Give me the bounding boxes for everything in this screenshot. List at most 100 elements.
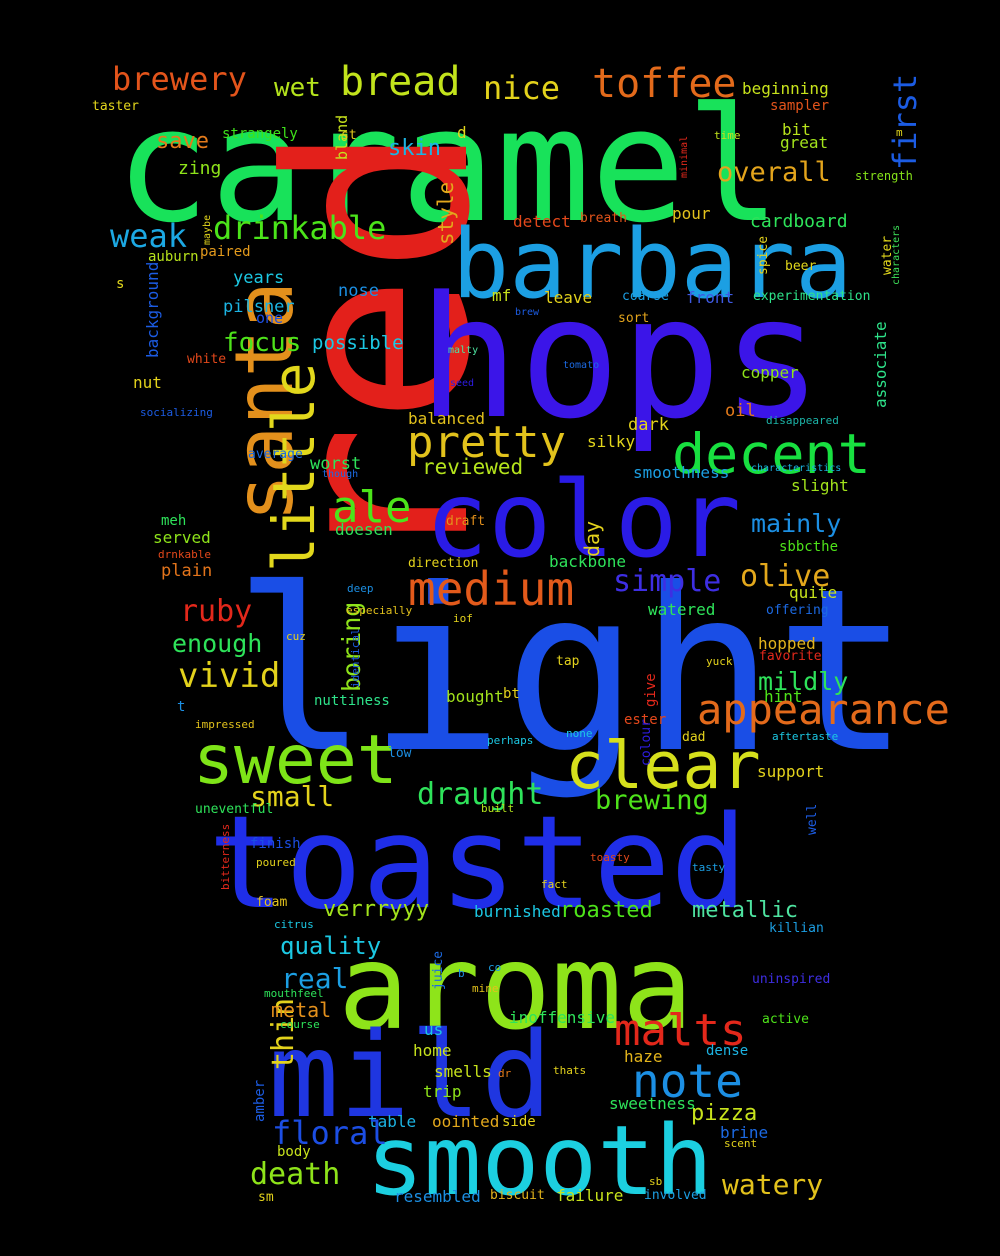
- word-hopped: hopped: [758, 633, 816, 653]
- word-one: one: [256, 309, 284, 328]
- word-juice: juice: [431, 950, 446, 990]
- word-detect: detect: [513, 211, 571, 231]
- word-seed: seed: [450, 378, 475, 390]
- word-save: save: [156, 128, 209, 154]
- word-dr: dr: [498, 1067, 512, 1081]
- word-bt: bt: [503, 686, 520, 703]
- word-real: real: [281, 962, 349, 996]
- word-d: d: [457, 122, 467, 142]
- word-sm: sm: [258, 1189, 274, 1205]
- word-vivid: vivid: [178, 656, 281, 697]
- word-decent: decent: [672, 422, 871, 487]
- word-aroma: aroma: [338, 917, 694, 1056]
- word-note: note: [632, 1054, 743, 1109]
- word-fact: fact: [541, 878, 568, 892]
- word-bread: bread: [340, 58, 461, 105]
- word-medium: medium: [408, 562, 575, 617]
- word-yuck: yuck: [706, 655, 733, 669]
- word-slight: slight: [791, 475, 849, 495]
- word-oil: oil: [725, 400, 756, 421]
- word-amber: amber: [252, 1079, 268, 1122]
- word-copper: copper: [741, 362, 799, 382]
- word-style: style: [434, 181, 458, 245]
- word-none: none: [566, 727, 593, 741]
- word-pretty: pretty: [407, 416, 566, 468]
- word-thats: thats: [553, 1064, 587, 1078]
- word-side: side: [502, 1114, 536, 1131]
- word-malts: malts: [614, 1004, 747, 1056]
- word-though: though: [322, 469, 359, 481]
- word-strangely: strangely: [222, 126, 298, 143]
- word-t: t: [177, 699, 186, 716]
- word-white: white: [187, 351, 227, 367]
- word-especially: especially: [346, 604, 413, 618]
- word-scent: scent: [724, 1137, 758, 1151]
- word-death: death: [250, 1156, 341, 1192]
- word-bitterness: bitterness: [219, 823, 232, 890]
- word-b: b: [458, 967, 465, 981]
- word-quality: quality: [280, 932, 382, 961]
- word-iof: iof: [453, 612, 473, 626]
- word-ruby: ruby: [180, 593, 253, 629]
- word-malty: malty: [448, 345, 479, 357]
- word-weak: weak: [110, 217, 188, 256]
- word-table: table: [368, 1111, 417, 1131]
- word-uneventful: uneventful: [195, 801, 274, 817]
- word-oointed: oointed: [432, 1111, 500, 1131]
- word-tomato: tomato: [563, 360, 600, 372]
- word-strength: strength: [855, 168, 913, 183]
- word-biscuit: biscuit: [490, 1187, 545, 1203]
- word-citrus: citrus: [274, 918, 314, 932]
- word-barbara: barbara: [452, 209, 853, 320]
- word-color: color: [425, 459, 742, 582]
- word-taster: taster: [92, 98, 139, 114]
- word-doesen: doesen: [335, 519, 393, 539]
- word-mf: mf: [492, 285, 512, 305]
- word-paired: paired: [200, 244, 251, 261]
- word-breath: breath: [580, 210, 627, 226]
- word-minimal: minimal: [679, 135, 690, 178]
- word-burnished: burnished: [474, 901, 561, 921]
- word-roasted: roasted: [560, 897, 653, 923]
- word-light: light: [233, 540, 911, 803]
- word-characters: characters: [891, 224, 902, 285]
- word-support: support: [757, 761, 825, 781]
- word-olive: olive: [740, 558, 831, 594]
- word-nice: nice: [483, 69, 561, 108]
- word-great: great: [780, 132, 829, 152]
- word-backbone: backbone: [549, 551, 627, 571]
- word-hops: hops: [418, 259, 823, 456]
- word-maybe: maybe: [202, 214, 213, 245]
- word-dense: dense: [706, 1043, 749, 1060]
- word-dark: dark: [628, 414, 669, 435]
- word-socializing: socializing: [140, 406, 213, 420]
- word-watered: watered: [648, 599, 716, 619]
- word-clear: clear: [565, 729, 761, 805]
- word-perhaps: perhaps: [487, 734, 534, 748]
- word-simple: simple: [613, 563, 722, 599]
- word-draft: draft: [446, 513, 486, 529]
- word-brew: brew: [515, 307, 540, 319]
- word-toasted: toasted: [208, 789, 748, 939]
- word-sweetness: sweetness: [609, 1093, 696, 1113]
- word-cardboard: cardboard: [750, 210, 848, 232]
- word-built: built: [481, 802, 515, 816]
- word-characteristics: characteristics: [751, 463, 842, 475]
- word-haze: haze: [624, 1046, 663, 1066]
- word-sbbcthe: sbbcthe: [779, 539, 839, 556]
- word-leave: leave: [544, 287, 593, 307]
- word-reviewed: reviewed: [422, 454, 524, 479]
- word-brine: brine: [720, 1122, 769, 1142]
- word-sort: sort: [618, 310, 650, 326]
- word-years: years: [233, 267, 285, 288]
- word-dad: dad: [682, 729, 706, 745]
- word-smoothness: smoothness: [633, 462, 730, 482]
- word-inoffensive: inoffensive: [509, 1007, 615, 1027]
- word-nose: nose: [338, 280, 379, 301]
- word-s: s: [116, 276, 125, 293]
- word-st: st: [341, 127, 357, 143]
- word-smells: smells: [434, 1061, 492, 1081]
- word-toffee: toffee: [592, 60, 737, 107]
- word-verrryyy: verrryyy: [323, 896, 429, 922]
- word-pour: pour: [672, 203, 711, 223]
